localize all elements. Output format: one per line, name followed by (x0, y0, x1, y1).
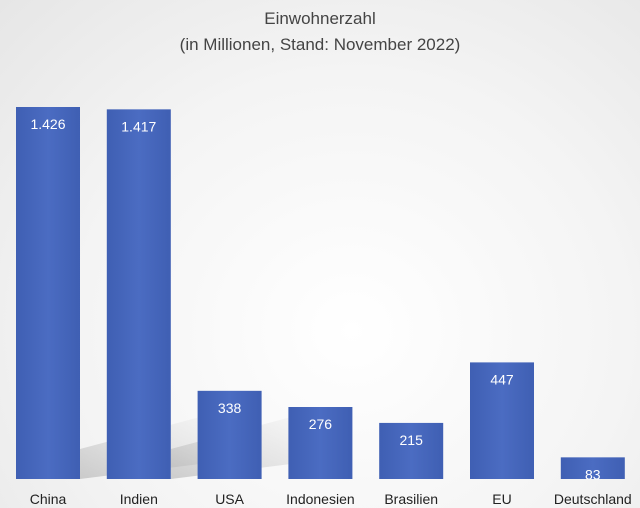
bar-eu (470, 362, 534, 479)
chart-subtitle: (in Millionen, Stand: November 2022) (180, 35, 461, 54)
category-label-eu: EU (492, 491, 511, 507)
value-label-brasilien: 215 (400, 432, 424, 448)
bar-indonesien (288, 407, 353, 479)
bar-china (16, 107, 80, 479)
value-label-deutschland: 83 (585, 466, 601, 482)
chart-title: Einwohnerzahl (264, 9, 376, 28)
category-label-indien: Indien (120, 491, 158, 507)
category-label-brasilien: Brasilien (384, 491, 438, 507)
value-label-indonesien: 276 (309, 416, 333, 432)
bar-usa (197, 390, 262, 479)
category-label-usa: USA (215, 491, 244, 507)
value-label-usa: 338 (218, 400, 242, 416)
category-label-deutschland: Deutschland (554, 491, 632, 507)
category-label-indonesien: Indonesien (286, 491, 355, 507)
bar-indien (106, 109, 171, 479)
bar-deutschland (560, 457, 625, 479)
value-labels-group: 1.426 1.417 338 276 215 447 83 (30, 116, 600, 482)
value-label-china: 1.426 (30, 116, 65, 132)
category-labels-group: China Indien USA Indonesien Brasilien EU Deuts… (30, 491, 632, 507)
bars-group (16, 107, 625, 479)
value-label-indien: 1.417 (121, 118, 156, 134)
value-label-eu: 447 (490, 371, 514, 387)
category-label-china: China (30, 491, 67, 507)
bar-brasilien (379, 422, 444, 479)
